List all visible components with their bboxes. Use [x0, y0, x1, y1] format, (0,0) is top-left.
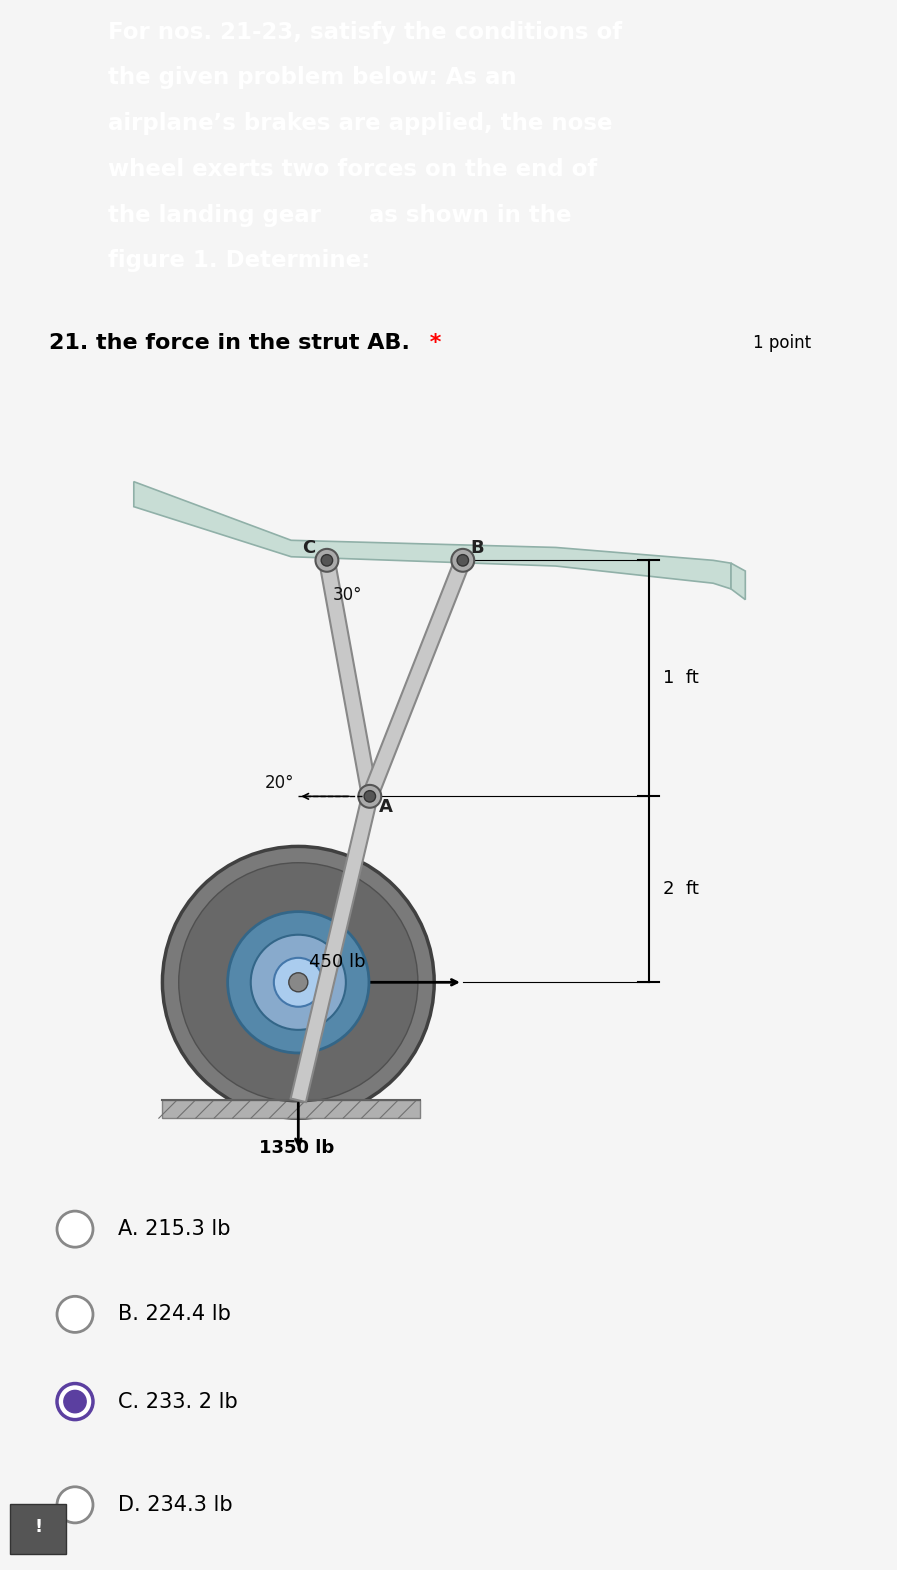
Circle shape: [457, 554, 468, 567]
Circle shape: [57, 1487, 93, 1523]
Text: the landing gear      as shown in the: the landing gear as shown in the: [108, 204, 571, 226]
Text: airplane’s brakes are applied, the nose: airplane’s brakes are applied, the nose: [108, 111, 612, 135]
Circle shape: [179, 862, 418, 1102]
Text: 1350 lb: 1350 lb: [259, 1138, 335, 1157]
Text: !: !: [34, 1518, 42, 1535]
Text: 1  ft: 1 ft: [663, 669, 699, 688]
Circle shape: [57, 1383, 93, 1419]
Text: C: C: [302, 539, 315, 557]
Polygon shape: [731, 564, 745, 600]
Text: figure 1. Determine:: figure 1. Determine:: [108, 250, 370, 273]
Circle shape: [359, 785, 381, 809]
Text: A. 215.3 lb: A. 215.3 lb: [118, 1220, 231, 1239]
Text: 1 point: 1 point: [753, 334, 812, 352]
Polygon shape: [162, 1101, 420, 1118]
Circle shape: [251, 934, 346, 1030]
Text: 2  ft: 2 ft: [663, 881, 699, 898]
Circle shape: [162, 846, 434, 1118]
Text: 21. the force in the strut AB.: 21. the force in the strut AB.: [49, 333, 410, 353]
Text: D. 234.3 lb: D. 234.3 lb: [118, 1495, 232, 1515]
Circle shape: [274, 958, 323, 1006]
Circle shape: [364, 791, 376, 802]
Polygon shape: [291, 794, 378, 1102]
Polygon shape: [319, 559, 378, 798]
Text: wheel exerts two forces on the end of: wheel exerts two forces on the end of: [108, 159, 597, 181]
Text: the given problem below: As an: the given problem below: As an: [108, 66, 517, 89]
Circle shape: [316, 550, 338, 571]
Circle shape: [57, 1297, 93, 1333]
Text: C. 233. 2 lb: C. 233. 2 lb: [118, 1391, 238, 1411]
Circle shape: [289, 973, 308, 992]
Bar: [10, 1504, 66, 1554]
Text: B. 224.4 lb: B. 224.4 lb: [118, 1305, 231, 1325]
Text: 20°: 20°: [266, 774, 295, 791]
Text: B: B: [470, 539, 483, 557]
Circle shape: [57, 1210, 93, 1247]
Text: A: A: [379, 798, 392, 816]
Text: 450 lb: 450 lb: [309, 953, 366, 970]
Circle shape: [228, 912, 369, 1053]
Text: *: *: [422, 333, 441, 353]
Circle shape: [321, 554, 333, 567]
Circle shape: [64, 1391, 86, 1413]
Circle shape: [451, 550, 475, 571]
Text: For nos. 21-23, satisfy the conditions of: For nos. 21-23, satisfy the conditions o…: [108, 20, 622, 44]
Text: 30°: 30°: [333, 586, 362, 603]
Polygon shape: [134, 482, 731, 589]
Polygon shape: [362, 557, 470, 799]
